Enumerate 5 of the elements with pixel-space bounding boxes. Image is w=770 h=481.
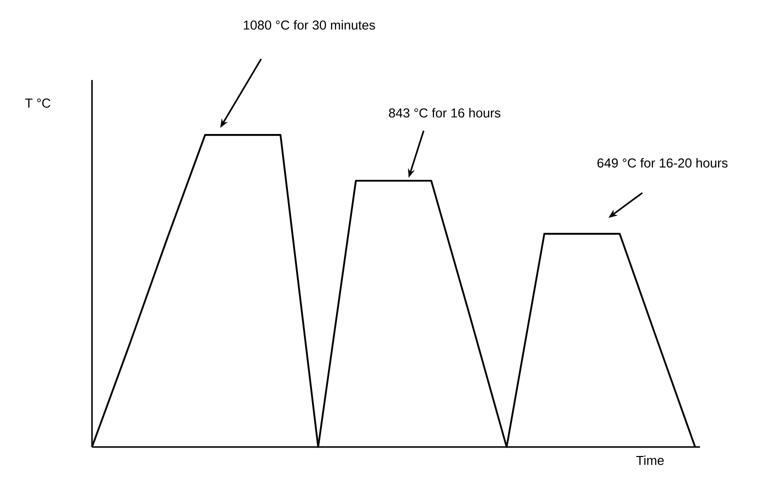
text: 843 °C for 16 hours xyxy=(388,108,500,118)
text: 1080 °C for 30 minutes xyxy=(244,20,375,30)
x-axis-title: Time xyxy=(636,455,664,466)
y-axis-title: T °C xyxy=(25,98,50,108)
annotation: 649 °C for 16-20 hours xyxy=(597,158,728,168)
